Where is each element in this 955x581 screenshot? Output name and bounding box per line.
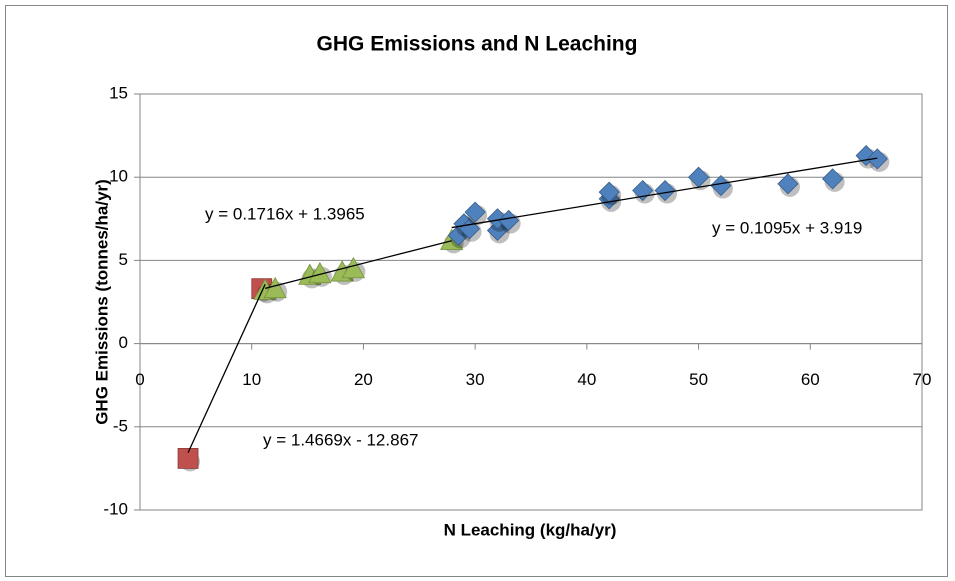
x-axis-label: N Leaching (kg/ha/yr) — [444, 520, 617, 539]
y-axis-label: GHG Emissions (tonnes/ha/yr) — [92, 179, 111, 425]
data-point — [464, 201, 488, 226]
trendline-equation: y = 0.1716x + 1.3965 — [205, 204, 365, 223]
data-point — [654, 179, 678, 204]
x-tick-label: 0 — [135, 370, 144, 389]
y-tick-label: 5 — [119, 250, 128, 269]
diamond-marker — [822, 168, 844, 190]
trendline-equation: y = 0.1095x + 3.919 — [712, 218, 862, 237]
data-point — [263, 276, 288, 302]
x-tick-label: 20 — [354, 370, 373, 389]
data-point — [688, 166, 711, 191]
diamond-marker — [866, 148, 888, 170]
diamond-marker — [654, 179, 676, 202]
data-point — [486, 219, 510, 244]
y-tick-label: -5 — [113, 416, 128, 435]
trendline — [451, 157, 878, 229]
y-tick-label: -10 — [103, 499, 128, 518]
trendline — [187, 284, 266, 454]
data-point — [777, 173, 800, 197]
x-tick-label: 30 — [466, 370, 485, 389]
x-tick-label: 70 — [913, 370, 932, 389]
plot-area — [139, 93, 923, 511]
diamond-marker — [777, 173, 799, 195]
data-point — [822, 168, 845, 192]
diamond-marker — [464, 201, 486, 223]
chart-title: GHG Emissions and N Leaching — [317, 33, 638, 56]
trendline — [264, 240, 452, 290]
y-tick-label: 15 — [109, 83, 128, 102]
y-tick-label: 0 — [119, 333, 128, 352]
x-tick-label: 10 — [242, 370, 261, 389]
x-tick-label: 50 — [689, 370, 708, 389]
diamond-marker — [486, 219, 509, 242]
data-point — [866, 148, 890, 172]
x-tick-label: 40 — [577, 370, 596, 389]
y-tick-label: 10 — [109, 167, 128, 186]
x-tick-label: 60 — [801, 370, 820, 389]
square-marker — [177, 448, 199, 469]
trendline-equation: y = 1.4669x - 12.867 — [263, 430, 418, 449]
data-point — [177, 448, 201, 472]
